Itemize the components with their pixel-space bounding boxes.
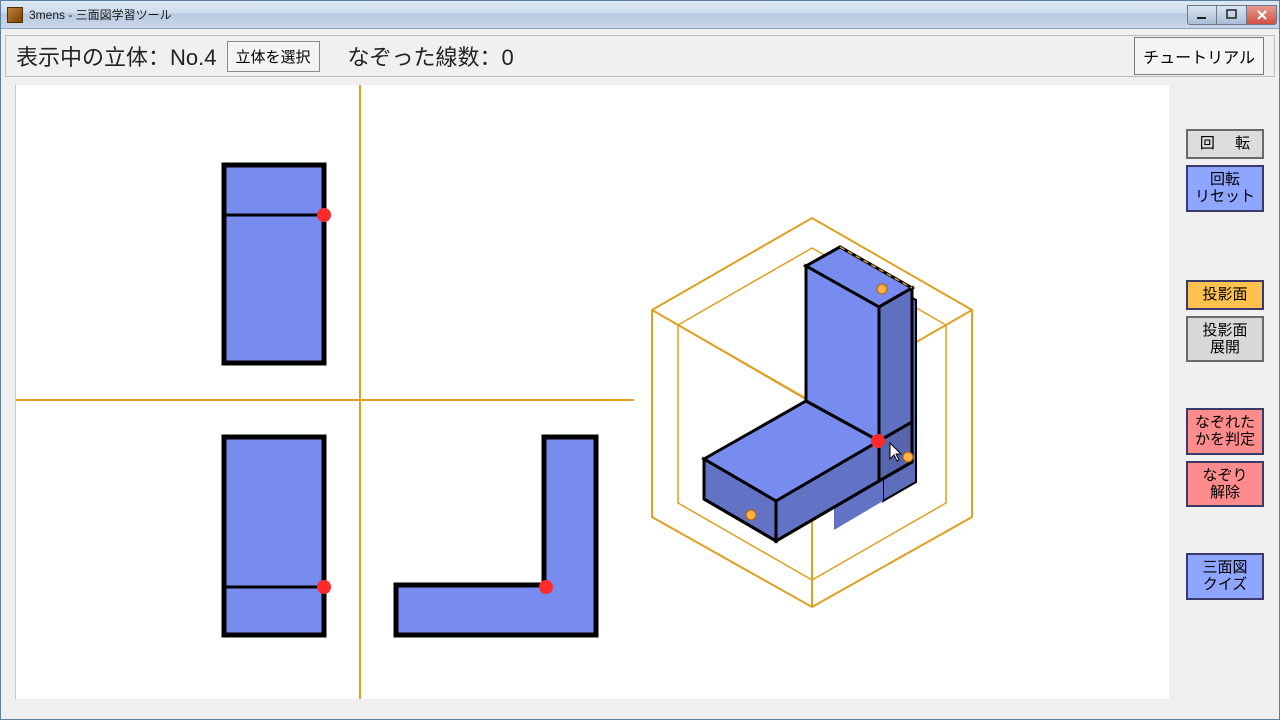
traced-lines-label: なぞった線数：0 — [348, 40, 514, 72]
drawing-canvas[interactable] — [15, 85, 1169, 699]
titlebar: 3mens - 三面図学習ツール — [1, 1, 1279, 29]
maximize-button[interactable] — [1217, 5, 1247, 25]
projection-unfold-button[interactable]: 投影面 展開 — [1186, 316, 1264, 363]
check-trace-button[interactable]: なぞれた かを判定 — [1186, 408, 1264, 455]
window-title: 3mens - 三面図学習ツール — [29, 6, 172, 23]
quiz-button[interactable]: 三面図 クイズ — [1186, 553, 1264, 600]
minimize-button[interactable] — [1187, 5, 1217, 25]
projection-plane-button[interactable]: 投影面 — [1186, 280, 1264, 310]
window-buttons — [1187, 5, 1277, 25]
close-button[interactable] — [1247, 5, 1277, 25]
rotate-button[interactable]: 回 転 — [1186, 129, 1264, 159]
diagram-svg — [16, 85, 1170, 699]
toolbar: 表示中の立体：No.4 立体を選択 なぞった線数：0 チュートリアル — [5, 35, 1275, 77]
side-panel: 回 転 回転 リセット 投影面 投影面 展開 なぞれた かを判定 なぞり 解除 … — [1177, 85, 1273, 713]
tutorial-button[interactable]: チュートリアル — [1134, 37, 1264, 75]
select-solid-button[interactable]: 立体を選択 — [227, 41, 320, 72]
clear-trace-button[interactable]: なぞり 解除 — [1186, 461, 1264, 508]
rotate-reset-button[interactable]: 回転 リセット — [1186, 165, 1264, 212]
app-window: 3mens - 三面図学習ツール 表示中の立体：No.4 立体を選択 なぞった線… — [0, 0, 1280, 720]
app-icon — [7, 7, 23, 23]
current-solid-label: 表示中の立体：No.4 — [16, 40, 217, 72]
